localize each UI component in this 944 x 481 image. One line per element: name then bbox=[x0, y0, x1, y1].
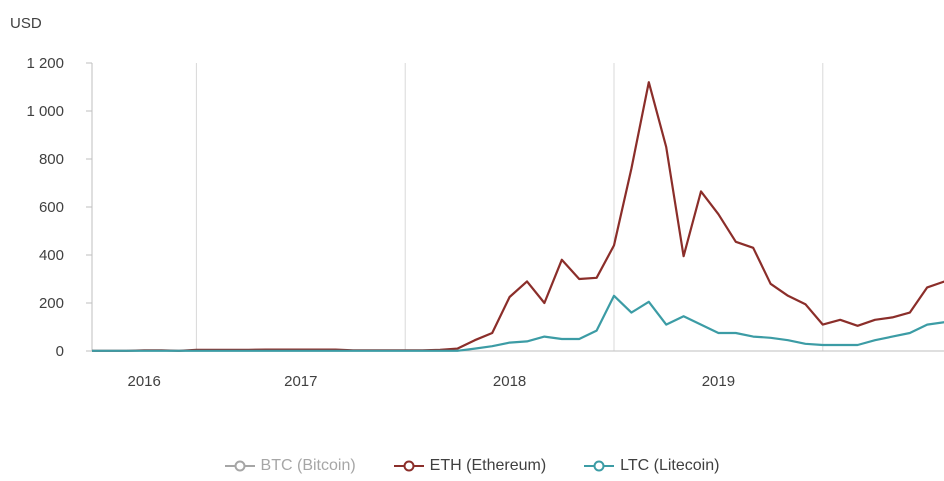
y-tick-label: 1 200 bbox=[26, 55, 64, 72]
legend-item-ltc[interactable]: LTC (Litecoin) bbox=[584, 457, 719, 475]
series-line-2 bbox=[92, 294, 944, 352]
legend-item-btc[interactable]: BTC (Bitcoin) bbox=[224, 457, 356, 475]
x-tick-label: 2018 bbox=[493, 373, 526, 390]
legend-label: ETH (Ethereum) bbox=[429, 457, 547, 474]
x-tick-label: 2019 bbox=[702, 373, 735, 390]
y-tick-label: 1 000 bbox=[26, 103, 64, 120]
grid-layer bbox=[195, 63, 824, 351]
series-line-1 bbox=[92, 81, 944, 352]
y-axis-unit-label: USD bbox=[10, 15, 42, 32]
y-tick-label: 400 bbox=[39, 247, 64, 264]
y-tick-label: 600 bbox=[39, 199, 64, 216]
axis-layer bbox=[86, 62, 944, 352]
x-tick-label: 2017 bbox=[284, 373, 317, 390]
legend-marker-icon bbox=[393, 460, 424, 472]
legend-label: BTC (Bitcoin) bbox=[260, 457, 356, 474]
legend: BTC (Bitcoin) ETH (Ethereum) LTC (Liteco… bbox=[0, 457, 944, 475]
legend-label: LTC (Litecoin) bbox=[620, 457, 720, 474]
label-layer: 0 200 400 600 800 1 000 1 200 2016 2017 2018 2019 bbox=[26, 55, 735, 390]
legend-marker-icon bbox=[224, 460, 255, 472]
legend-item-eth[interactable]: ETH (Ethereum) bbox=[393, 457, 547, 475]
legend-marker-icon bbox=[584, 460, 615, 472]
y-tick-label: 800 bbox=[39, 151, 64, 168]
series-layer bbox=[92, 81, 944, 352]
y-tick-label: 200 bbox=[39, 295, 64, 312]
x-tick-label: 2016 bbox=[128, 373, 161, 390]
y-tick-label: 0 bbox=[56, 343, 64, 360]
